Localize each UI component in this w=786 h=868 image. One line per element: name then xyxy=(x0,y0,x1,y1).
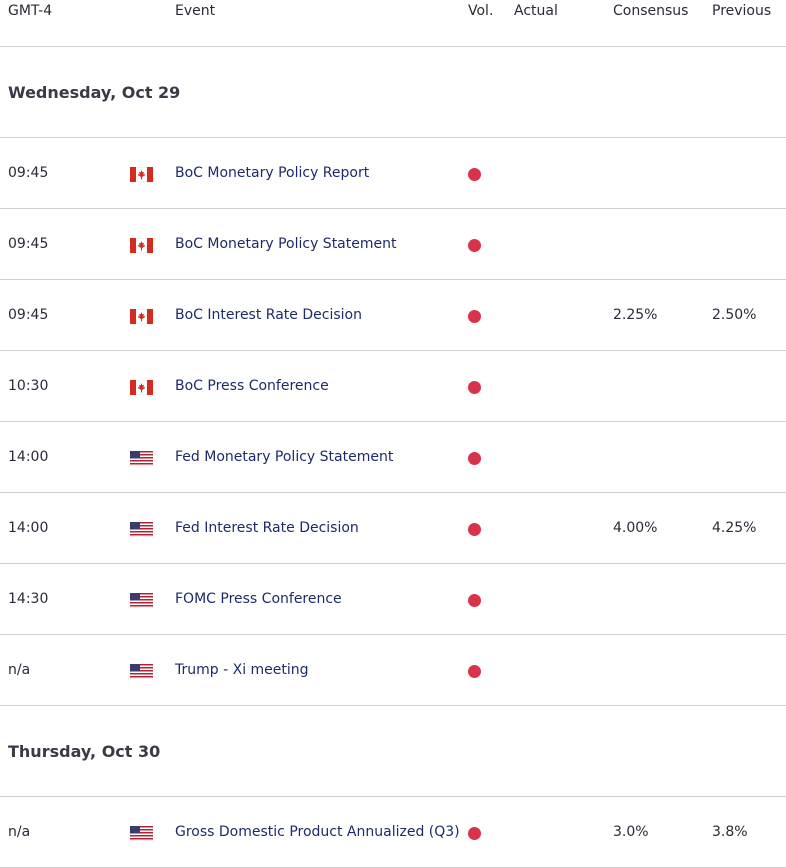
table-row[interactable]: n/a Gross Domestic Product Annualized (Q… xyxy=(0,797,786,868)
table-row[interactable]: 14:30 FOMC Press Conference xyxy=(0,564,786,635)
canada-flag-icon xyxy=(130,309,153,324)
high-volatility-dot xyxy=(468,594,481,607)
event-time: 10:30 xyxy=(8,378,49,394)
event-time: 14:30 xyxy=(8,591,49,607)
event-link[interactable]: Fed Monetary Policy Statement xyxy=(175,449,394,465)
previous-header: Previous xyxy=(712,3,772,19)
event-time: 09:45 xyxy=(8,307,49,323)
table-row[interactable]: n/a Trump - Xi meeting xyxy=(0,635,786,706)
event-link[interactable]: BoC Interest Rate Decision xyxy=(175,307,362,323)
table-row[interactable]: 10:30 BoC Press Conference xyxy=(0,351,786,422)
high-volatility-dot xyxy=(468,523,481,536)
previous-value: 3.8% xyxy=(712,824,748,840)
table-row[interactable]: 14:00 Fed Interest Rate Decision 4.00% 4… xyxy=(0,493,786,564)
table-header: GMT-4 Event Vol. Actual Consensus Previo… xyxy=(0,0,786,47)
high-volatility-dot xyxy=(468,381,481,394)
consensus-value: 2.25% xyxy=(613,307,658,323)
us-flag-icon xyxy=(130,664,153,679)
day-header: Thursday, Oct 30 xyxy=(0,706,786,797)
table-row[interactable]: 09:45 BoC Monetary Policy Statement xyxy=(0,209,786,280)
day-label: Thursday, Oct 30 xyxy=(8,742,161,761)
high-volatility-dot xyxy=(468,168,481,181)
event-time: 14:00 xyxy=(8,449,49,465)
event-time: n/a xyxy=(8,662,31,678)
actual-header: Actual xyxy=(514,3,558,19)
event-link[interactable]: Gross Domestic Product Annualized (Q3) xyxy=(175,824,460,840)
table-row[interactable]: 14:00 Fed Monetary Policy Statement xyxy=(0,422,786,493)
event-time: n/a xyxy=(8,824,31,840)
event-header: Event xyxy=(175,3,216,19)
event-time: 14:00 xyxy=(8,520,49,536)
event-time: 09:45 xyxy=(8,165,49,181)
event-link[interactable]: BoC Monetary Policy Statement xyxy=(175,236,397,252)
high-volatility-dot xyxy=(468,310,481,323)
us-flag-icon xyxy=(130,522,153,537)
consensus-value: 3.0% xyxy=(613,824,649,840)
previous-value: 4.25% xyxy=(712,520,757,536)
event-link[interactable]: BoC Monetary Policy Report xyxy=(175,165,370,181)
event-link[interactable]: BoC Press Conference xyxy=(175,378,329,394)
high-volatility-dot xyxy=(468,827,481,840)
high-volatility-dot xyxy=(468,452,481,465)
day-header: Wednesday, Oct 29 xyxy=(0,47,786,138)
canada-flag-icon xyxy=(130,238,153,253)
table-row[interactable]: 09:45 BoC Monetary Policy Report xyxy=(0,138,786,209)
volatility-header: Vol. xyxy=(468,3,494,19)
timezone-header: GMT-4 xyxy=(8,3,53,19)
table-row[interactable]: 09:45 BoC Interest Rate Decision 2.25% 2… xyxy=(0,280,786,351)
previous-value: 2.50% xyxy=(712,307,757,323)
high-volatility-dot xyxy=(468,665,481,678)
canada-flag-icon xyxy=(130,380,153,395)
event-link[interactable]: Trump - Xi meeting xyxy=(175,662,309,678)
event-time: 09:45 xyxy=(8,236,49,252)
us-flag-icon xyxy=(130,451,153,466)
us-flag-icon xyxy=(130,826,153,841)
day-label: Wednesday, Oct 29 xyxy=(8,83,181,102)
event-link[interactable]: FOMC Press Conference xyxy=(175,591,342,607)
consensus-value: 4.00% xyxy=(613,520,658,536)
event-link[interactable]: Fed Interest Rate Decision xyxy=(175,520,359,536)
us-flag-icon xyxy=(130,593,153,608)
consensus-header: Consensus xyxy=(613,3,689,19)
high-volatility-dot xyxy=(468,239,481,252)
canada-flag-icon xyxy=(130,167,153,182)
